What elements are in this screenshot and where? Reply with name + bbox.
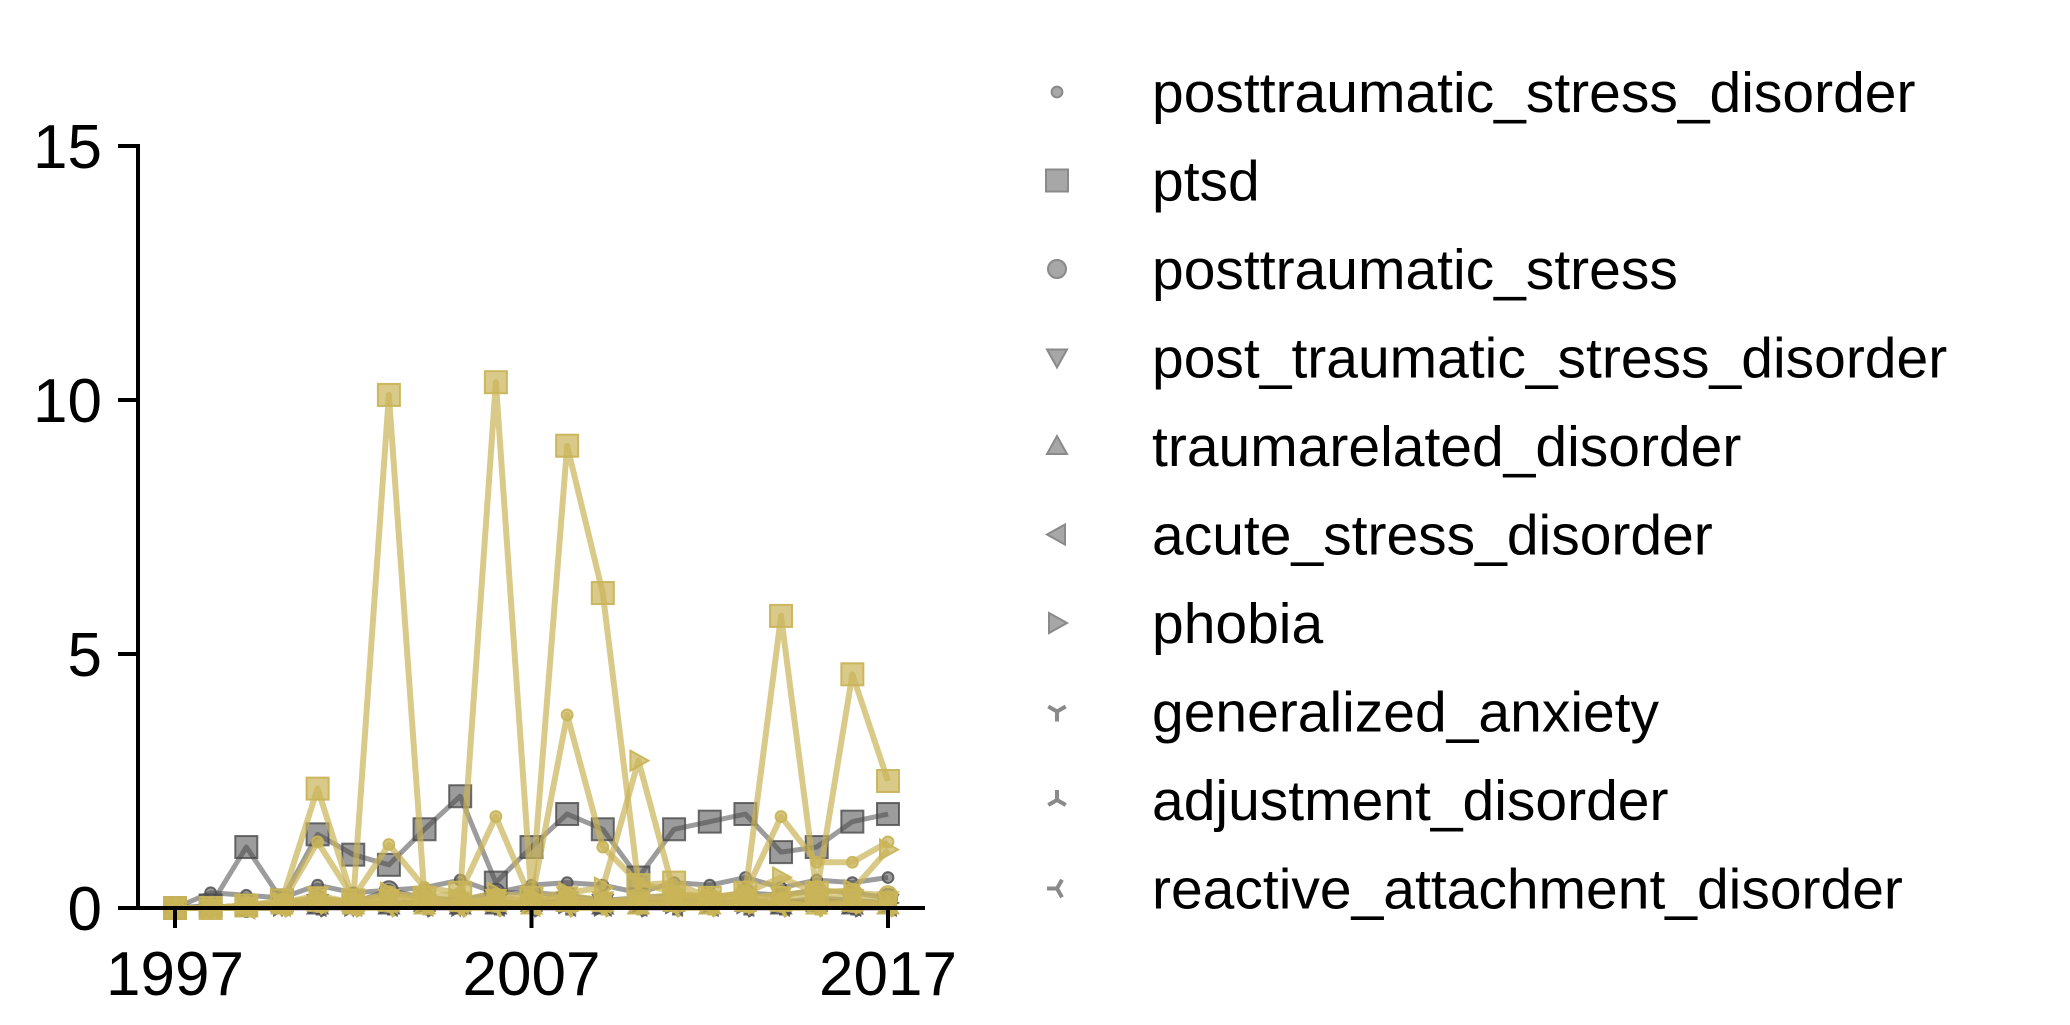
data-point-phobia-gold xyxy=(843,878,865,902)
y-tick-label: 5 xyxy=(68,621,102,690)
legend-label-posttraumatic_stress_disorder: posttraumatic_stress_disorder xyxy=(1152,61,1916,125)
x-tick-label: 2017 xyxy=(819,940,957,1009)
data-point-posttraumatic_stress_disorder-gold xyxy=(845,855,859,869)
legend-marker-posttraumatic_stress_disorder xyxy=(1050,85,1064,99)
data-point-ptsd-gold xyxy=(840,662,865,687)
data-point-ptsd-dark xyxy=(840,809,865,834)
data-point-phobia-gold xyxy=(879,837,901,862)
data-point-ptsd-gold xyxy=(769,603,794,628)
plot-area xyxy=(162,370,901,921)
data-point-ptsd-gold xyxy=(876,769,900,793)
data-point-posttraumatic_stress_disorder-gold xyxy=(596,840,610,854)
legend-label-adjustment_disorder: adjustment_disorder xyxy=(1152,769,1668,833)
data-point-ptsd-dark xyxy=(555,802,580,827)
data-point-phobia-gold xyxy=(772,865,794,890)
axis-ticks: 0 5 10 15 1997 2007 2017 xyxy=(33,113,957,1009)
legend-marker-reactive_attachment_disorder xyxy=(1047,878,1064,899)
data-point-ptsd-dark xyxy=(769,840,794,865)
legend-label-post_traumatic_stress_disorder: post_traumatic_stress_disorder xyxy=(1152,327,1947,391)
data-point-posttraumatic_stress_disorder-gold xyxy=(382,838,396,851)
data-point-phobia-gold xyxy=(593,875,615,900)
legend-marker-posttraumatic_stress xyxy=(1047,259,1067,279)
legend-label-generalized_anxiety: generalized_anxiety xyxy=(1152,681,1660,745)
legend-label-reactive_attachment_disorder: reactive_attachment_disorder xyxy=(1152,858,1903,922)
data-point-ptsd-gold xyxy=(305,776,330,801)
data-point-ptsd-gold xyxy=(590,581,615,606)
data-point-ptsd-gold xyxy=(483,370,508,395)
data-point-ptsd-dark xyxy=(876,802,900,827)
y-tick-label: 0 xyxy=(68,875,102,944)
data-point-posttraumatic_stress_disorder-gold xyxy=(560,708,574,722)
data-point-ptsd-gold xyxy=(376,382,401,407)
x-tick-label: 1997 xyxy=(106,940,244,1009)
legend-marker-ptsd xyxy=(1045,168,1069,193)
data-point-phobia-gold xyxy=(629,748,651,773)
data-point-posttraumatic_stress_disorder-gold xyxy=(774,810,788,823)
data-point-posttraumatic_stress_disorder-gold xyxy=(311,835,325,849)
legend-label-posttraumatic_stress: posttraumatic_stress xyxy=(1152,238,1678,302)
legend-marker-adjustment_disorder xyxy=(1047,790,1067,807)
data-point-ptsd-gold xyxy=(555,433,580,458)
y-tick-label: 15 xyxy=(33,113,102,182)
data-point-posttraumatic_stress_disorder-gold xyxy=(489,810,503,823)
y-tick-label: 10 xyxy=(33,367,102,436)
legend-label-traumarelated_disorder: traumarelated_disorder xyxy=(1152,415,1741,479)
legend-marker-traumarelated_disorder xyxy=(1045,433,1069,455)
legend-marker-post_traumatic_stress_disorder xyxy=(1045,348,1069,370)
legend-marker-generalized_anxiety xyxy=(1047,704,1067,722)
legend-label-ptsd: ptsd xyxy=(1152,150,1260,214)
legend-marker-phobia xyxy=(1048,611,1070,635)
legend-marker-acute_stress_disorder xyxy=(1044,522,1066,547)
legend-label-phobia: phobia xyxy=(1152,592,1323,656)
legend-label-acute_stress_disorder: acute_stress_disorder xyxy=(1152,504,1713,568)
series-line-ptsd-gold xyxy=(175,379,891,911)
x-tick-label: 2007 xyxy=(463,940,601,1009)
data-point-ptsd-dark xyxy=(697,809,722,834)
data-point-ptsd-dark xyxy=(662,817,687,842)
data-point-ptsd-dark xyxy=(234,835,259,860)
data-point-posttraumatic_stress_disorder-dark xyxy=(881,871,895,884)
